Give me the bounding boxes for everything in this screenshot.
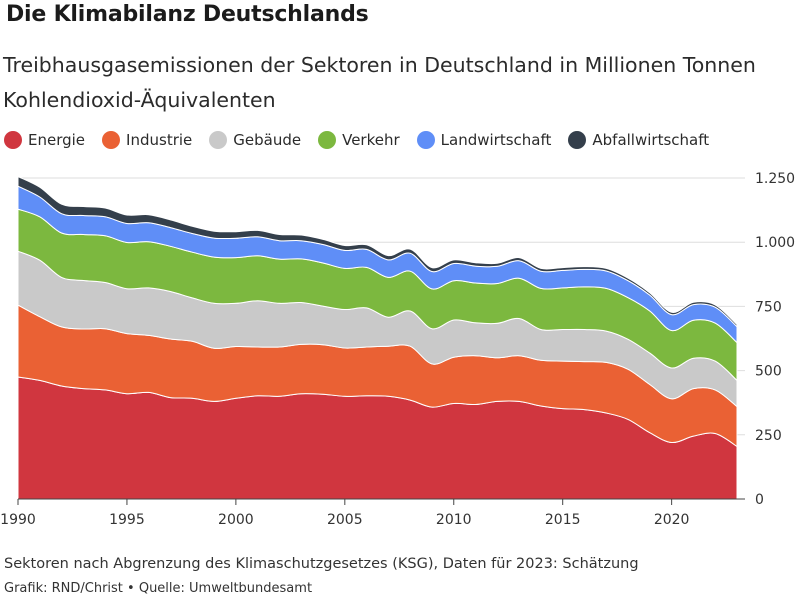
y-tick-label: 1.250	[755, 171, 795, 187]
chart-title: Die Klimabilanz Deutschlands	[6, 2, 369, 27]
x-tick-label: 2020	[654, 512, 690, 528]
legend: Energie Industrie Gebäude Verkehr Landwi…	[4, 128, 726, 152]
legend-swatch-industrie	[102, 131, 121, 149]
legend-item-gebaeude: Gebäude	[209, 131, 301, 149]
legend-item-industrie: Industrie	[102, 131, 192, 149]
area-abfallwirtschaft	[17, 176, 738, 328]
legend-swatch-verkehr	[318, 131, 337, 149]
x-tick-label: 1995	[109, 512, 145, 528]
x-tick-label: 1990	[0, 512, 36, 528]
legend-label-gebaeude: Gebäude	[233, 131, 302, 149]
axis-layer: 0 250 500 750 1.000 1.250 1990 1995 2000 2005 2010…	[0, 171, 795, 528]
x-tick-label: 2010	[436, 512, 472, 528]
x-tick-label: 2015	[545, 512, 581, 528]
legend-item-verkehr: Verkehr	[318, 131, 400, 149]
stacked-area-chart: 0 250 500 750 1.000 1.250 1990 1995 2000 2005 2010…	[0, 171, 795, 528]
legend-item-landwirtschaft: Landwirtschaft	[416, 131, 552, 149]
y-tick-label: 750	[755, 299, 782, 315]
legend-swatch-landwirtschaft	[416, 131, 435, 149]
legend-item-abfallwirtschaft: Abfallwirtschaft	[568, 131, 709, 149]
footnote: Sektoren nach Abgrenzung des Klimaschutz…	[4, 556, 639, 572]
credits: Grafik: RND/Christ • Quelle: Umweltbunde…	[4, 581, 313, 596]
legend-label-landwirtschaft: Landwirtschaft	[440, 131, 552, 149]
legend-item-energie: Energie	[4, 131, 85, 149]
y-tick-label: 1.000	[755, 235, 795, 251]
x-tick-label: 2005	[327, 512, 363, 528]
legend-swatch-gebaeude	[209, 131, 228, 149]
legend-label-energie: Energie	[28, 131, 86, 149]
y-tick-label: 250	[755, 428, 782, 444]
legend-label-abfallwirtschaft: Abfallwirtschaft	[592, 131, 710, 149]
legend-label-verkehr: Verkehr	[342, 131, 400, 149]
legend-swatch-energie	[4, 131, 22, 149]
legend-swatch-abfallwirtschaft	[568, 131, 587, 149]
x-tick-label: 2000	[218, 512, 254, 528]
legend-label-industrie: Industrie	[126, 131, 193, 149]
area-layer	[17, 176, 738, 500]
y-tick-label: 0	[755, 492, 764, 508]
chart-subtitle: Treibhausgasemissionen der Sektoren in D…	[3, 53, 756, 112]
y-tick-label: 500	[755, 364, 782, 380]
